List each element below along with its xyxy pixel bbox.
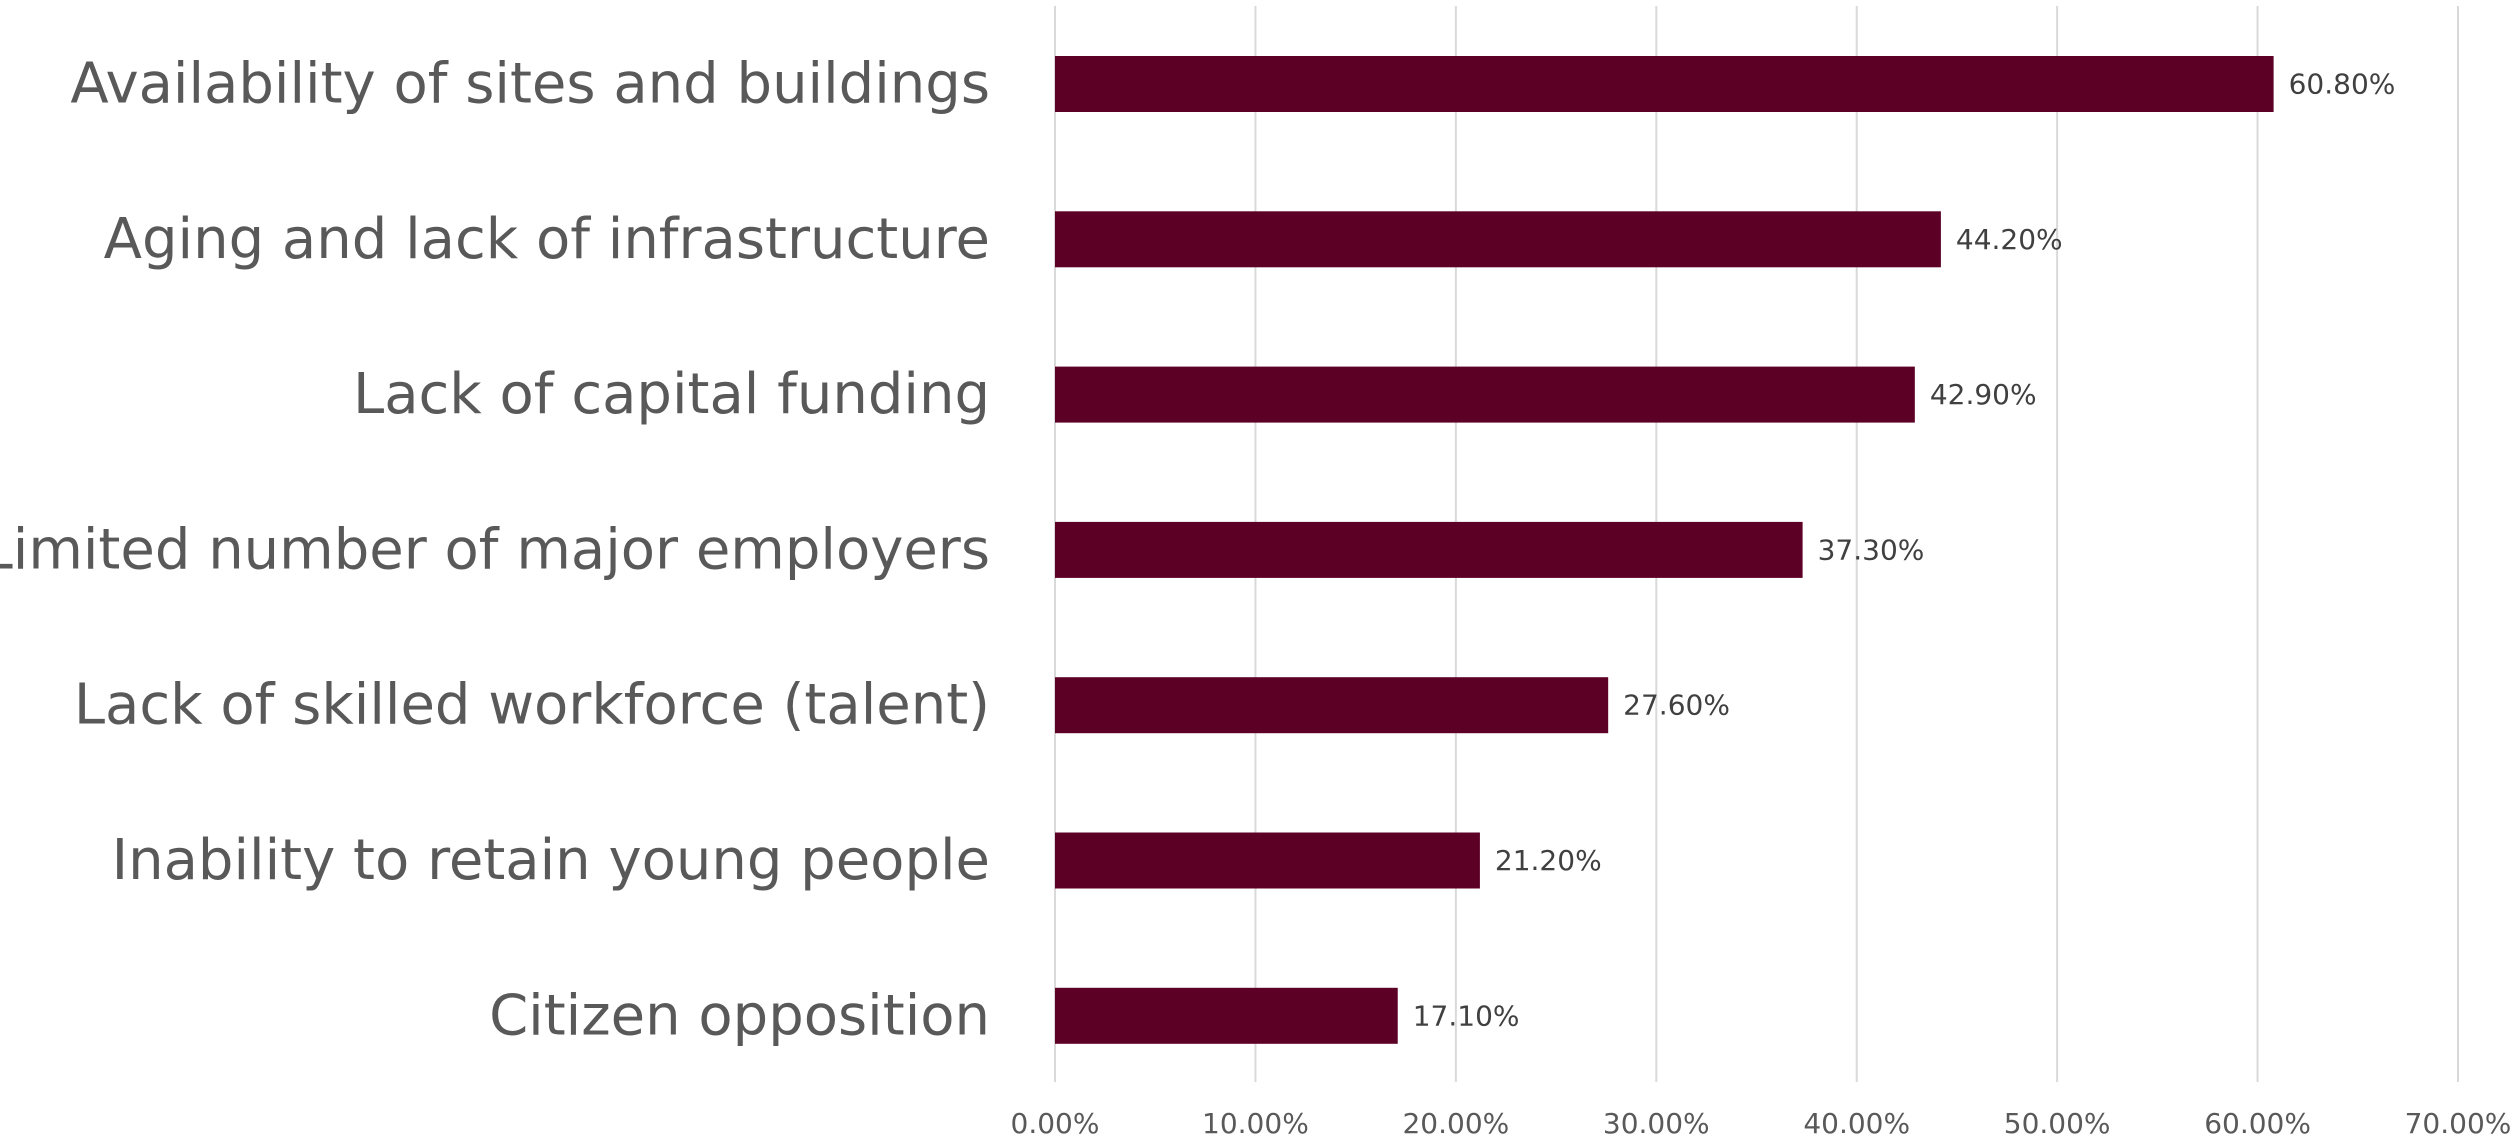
data-label-6: 17.10%	[1413, 999, 1520, 1032]
data-label-3: 37.30%	[1818, 533, 1925, 566]
category-label-5: Inability to retain young people	[112, 828, 990, 893]
category-label-1: Aging and lack of infrastructure	[104, 207, 990, 272]
x-tick-label-4: 40.00%	[1803, 1107, 1910, 1140]
category-label-0: Availability of sites and buildings	[70, 52, 990, 117]
x-axis-tick-labels: 0.00% 10.00% 20.00% 30.00% 40.00% 50.00% 60.00…	[1011, 1107, 2512, 1140]
category-label-6: Citizen opposition	[489, 983, 990, 1048]
x-tick-label-3: 30.00%	[1603, 1107, 1710, 1140]
bar-2	[1055, 366, 1915, 423]
x-tick-label-6: 60.00%	[2204, 1107, 2311, 1140]
bar-3	[1055, 521, 1803, 578]
data-label-2: 42.90%	[1930, 378, 2037, 411]
category-label-2: Lack of capital funding	[353, 362, 990, 427]
data-label-1: 44.20%	[1956, 223, 2063, 256]
category-labels: Availability of sites and buildings Aging…	[0, 52, 990, 1049]
category-label-4: Lack of skilled workforce (talent)	[74, 673, 990, 738]
bar-1	[1055, 211, 1941, 268]
data-labels: 60.80% 44.20% 42.90% 37.30% 27.60% 21.20% 17.1…	[1413, 68, 2396, 1033]
x-tick-label-0: 0.00%	[1011, 1107, 1100, 1140]
bar-5	[1055, 832, 1480, 889]
bar-4	[1055, 677, 1609, 734]
x-tick-label-2: 20.00%	[1402, 1107, 1509, 1140]
bar-6	[1055, 987, 1398, 1044]
bars	[1055, 56, 2274, 1044]
bar-0	[1055, 56, 2274, 112]
category-label-3: Limited number of major employers	[0, 517, 990, 582]
data-label-0: 60.80%	[2289, 68, 2396, 101]
x-tick-label-5: 50.00%	[2004, 1107, 2111, 1140]
data-label-5: 21.20%	[1495, 844, 1602, 877]
data-label-4: 27.60%	[1623, 689, 1730, 722]
x-tick-label-1: 10.00%	[1202, 1107, 1309, 1140]
x-tick-label-7: 70.00%	[2405, 1107, 2512, 1140]
